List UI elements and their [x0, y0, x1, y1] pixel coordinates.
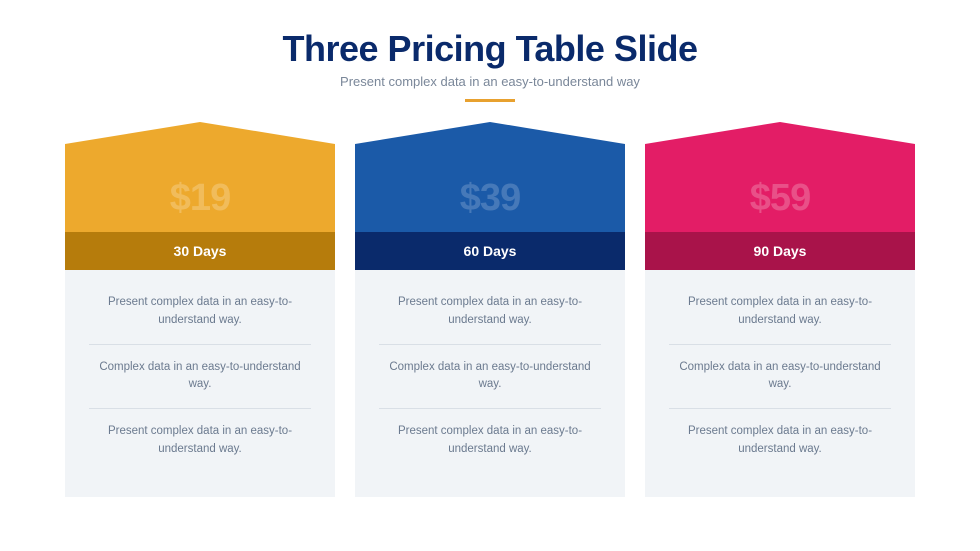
card-3-header: $59: [645, 144, 915, 232]
card-1-label: 30 Days: [65, 232, 335, 270]
card-1-feature-3: Present complex data in an easy-to-under…: [89, 408, 311, 473]
card-3-label: 90 Days: [645, 232, 915, 270]
card-3-feature-1: Present complex data in an easy-to-under…: [669, 290, 891, 344]
card-1-price: $19: [170, 177, 230, 220]
pricing-cards-row: $19 30 Days Present complex data in an e…: [60, 144, 920, 497]
slide-subtitle: Present complex data in an easy-to-under…: [340, 74, 640, 89]
slide-title: Three Pricing Table Slide: [283, 28, 698, 70]
pricing-card-3: $59 90 Days Present complex data in an e…: [645, 144, 915, 497]
card-2-label: 60 Days: [355, 232, 625, 270]
card-2-feature-2: Complex data in an easy-to-understand wa…: [379, 344, 601, 409]
card-2-feature-3: Present complex data in an easy-to-under…: [379, 408, 601, 473]
card-2-header: $39: [355, 144, 625, 232]
card-2-price: $39: [460, 177, 520, 220]
card-2-features: Present complex data in an easy-to-under…: [355, 270, 625, 497]
card-1-feature-2: Complex data in an easy-to-understand wa…: [89, 344, 311, 409]
card-3-price: $59: [750, 177, 810, 220]
pricing-card-1: $19 30 Days Present complex data in an e…: [65, 144, 335, 497]
accent-divider: [465, 99, 515, 102]
card-1-features: Present complex data in an easy-to-under…: [65, 270, 335, 497]
slide-container: Three Pricing Table Slide Present comple…: [0, 0, 980, 551]
pricing-card-2: $39 60 Days Present complex data in an e…: [355, 144, 625, 497]
card-3-feature-3: Present complex data in an easy-to-under…: [669, 408, 891, 473]
card-3-features: Present complex data in an easy-to-under…: [645, 270, 915, 497]
card-3-feature-2: Complex data in an easy-to-understand wa…: [669, 344, 891, 409]
card-1-header: $19: [65, 144, 335, 232]
card-1-feature-1: Present complex data in an easy-to-under…: [89, 290, 311, 344]
card-2-feature-1: Present complex data in an easy-to-under…: [379, 290, 601, 344]
